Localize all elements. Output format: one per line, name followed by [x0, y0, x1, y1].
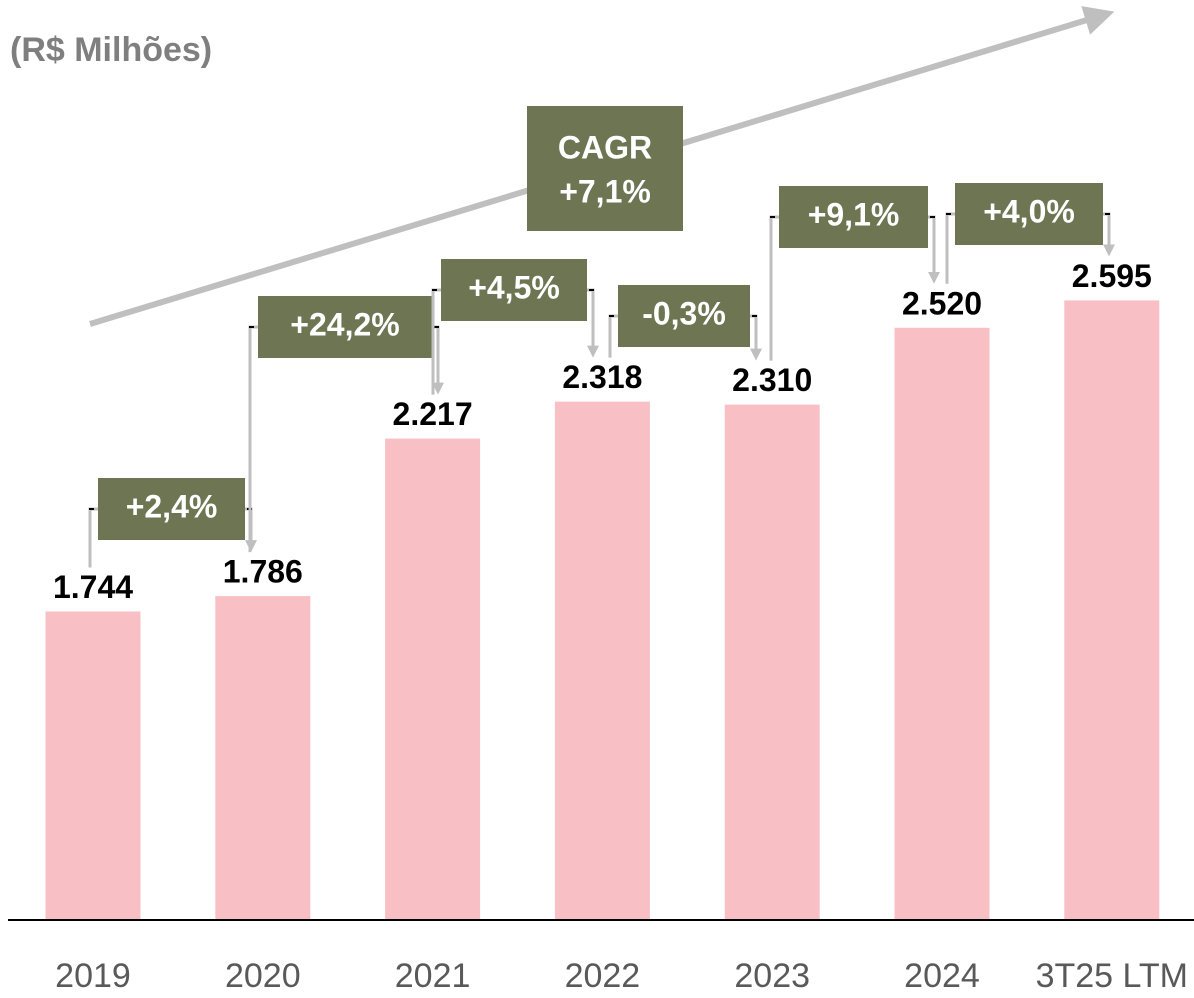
connector-arrow — [587, 288, 599, 358]
x-tick-label: 2023 — [734, 957, 810, 995]
value-label: 2.217 — [393, 396, 473, 432]
growth-box — [98, 478, 245, 540]
value-label: 2.595 — [1072, 258, 1152, 294]
x-tick-label: 2024 — [904, 957, 980, 995]
value-label: 2.520 — [902, 285, 982, 321]
growth-box — [258, 296, 432, 358]
connector-arrow — [750, 314, 762, 361]
growth-box — [779, 186, 928, 248]
value-label: 2.310 — [732, 362, 812, 398]
connector-arrow — [928, 215, 940, 284]
growth-label: +4,0% — [983, 193, 1075, 229]
bar — [45, 611, 141, 920]
bar — [724, 404, 820, 921]
x-tick-label: 2021 — [395, 957, 471, 995]
connector — [945, 212, 955, 284]
cagr-value: +7,1% — [559, 173, 651, 209]
growth-label: -0,3% — [642, 295, 726, 331]
cagr-title: CAGR — [558, 129, 652, 165]
bar — [215, 596, 311, 920]
growth-label: +2,4% — [126, 488, 218, 524]
value-label: 1.786 — [223, 554, 303, 590]
bar — [1064, 300, 1160, 921]
growth-label: +4,5% — [468, 269, 560, 305]
bar — [385, 438, 481, 920]
connector — [248, 325, 258, 553]
chart-title: (R$ Milhões) — [10, 31, 212, 69]
x-tick-label: 2019 — [55, 957, 131, 995]
connector-arrow — [1103, 212, 1115, 257]
growth-label: +24,2% — [290, 306, 399, 342]
bar — [894, 327, 990, 920]
cagr-box — [527, 106, 683, 231]
growth-label: +9,1% — [808, 196, 900, 232]
growth-box — [955, 183, 1103, 245]
x-tick-label: 3T25 LTM — [1036, 957, 1188, 995]
bar — [554, 401, 650, 920]
connector — [608, 314, 618, 358]
connector — [769, 215, 779, 361]
growth-box — [618, 285, 750, 347]
x-tick-label: 2022 — [565, 957, 641, 995]
value-label: 2.318 — [562, 359, 642, 395]
growth-box — [441, 259, 587, 321]
x-tick-label: 2020 — [225, 957, 301, 995]
value-label: 1.744 — [53, 569, 133, 605]
connector — [88, 507, 98, 568]
